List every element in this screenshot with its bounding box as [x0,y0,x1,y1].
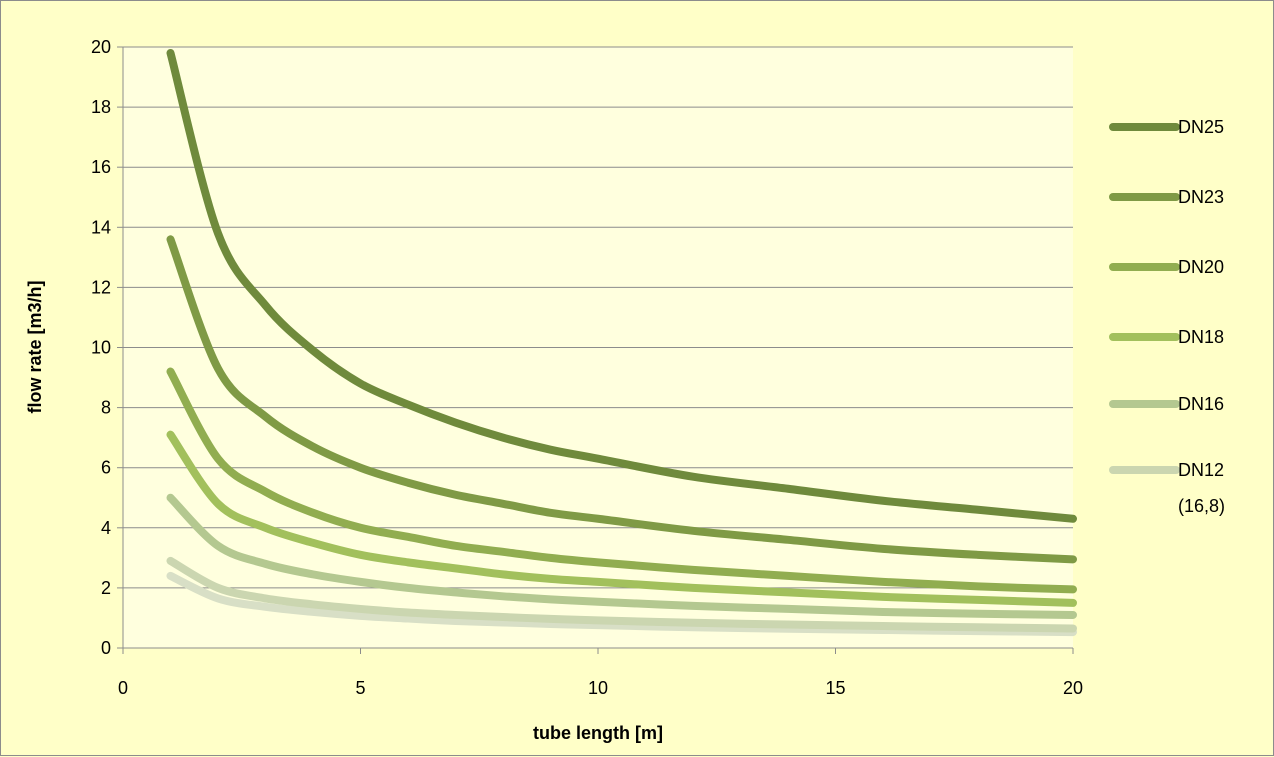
y-tick-label: 2 [101,578,111,598]
legend-label-dn25: DN25 [1178,117,1224,137]
legend-label-dn20: DN20 [1178,257,1224,277]
x-tick-label: 10 [588,678,608,698]
legend-label-dn18: DN18 [1178,327,1224,347]
series-line-dn12 [166,556,1077,633]
legend-label-dn12: DN12 [1178,460,1224,480]
x-axis-title: tube length [m] [533,723,663,743]
y-tick-label: 18 [91,97,111,117]
y-tick-label: 10 [91,338,111,358]
x-tick-label: 5 [355,678,365,698]
x-tick-label: 0 [118,678,128,698]
legend-label-dn23: DN23 [1178,187,1224,207]
series-lines [166,49,1077,637]
series-line-dn16 [166,493,1077,619]
y-tick-label: 12 [91,277,111,297]
y-tick-label: 20 [91,37,111,57]
x-tick-label: 15 [825,678,845,698]
series-line-dn25 [166,49,1077,523]
legend: DN25 DN23 DN20 DN18 DN16 DN12 (16,8) [1109,117,1225,516]
y-axis-title: flow rate [m3/h] [25,280,45,413]
y-tick-label: 0 [101,638,111,658]
legend-label-dn16: DN16 [1178,394,1224,414]
x-tick-label: 20 [1063,678,1083,698]
grid-lines [123,46,1073,589]
y-tick-label: 16 [91,157,111,177]
series-line-dn23 [166,235,1077,564]
series-line-dn20 [166,367,1077,594]
legend-label-dn12-line2: (16,8) [1178,496,1225,516]
series-line-dn18 [166,430,1077,607]
axes: 0 2 4 6 8 10 12 14 16 18 20 0 5 10 15 20 [91,37,1083,698]
y-tick-label: 8 [101,398,111,418]
y-tick-label: 14 [91,217,111,237]
y-tick-label: 6 [101,458,111,478]
y-tick-label: 4 [101,518,111,538]
